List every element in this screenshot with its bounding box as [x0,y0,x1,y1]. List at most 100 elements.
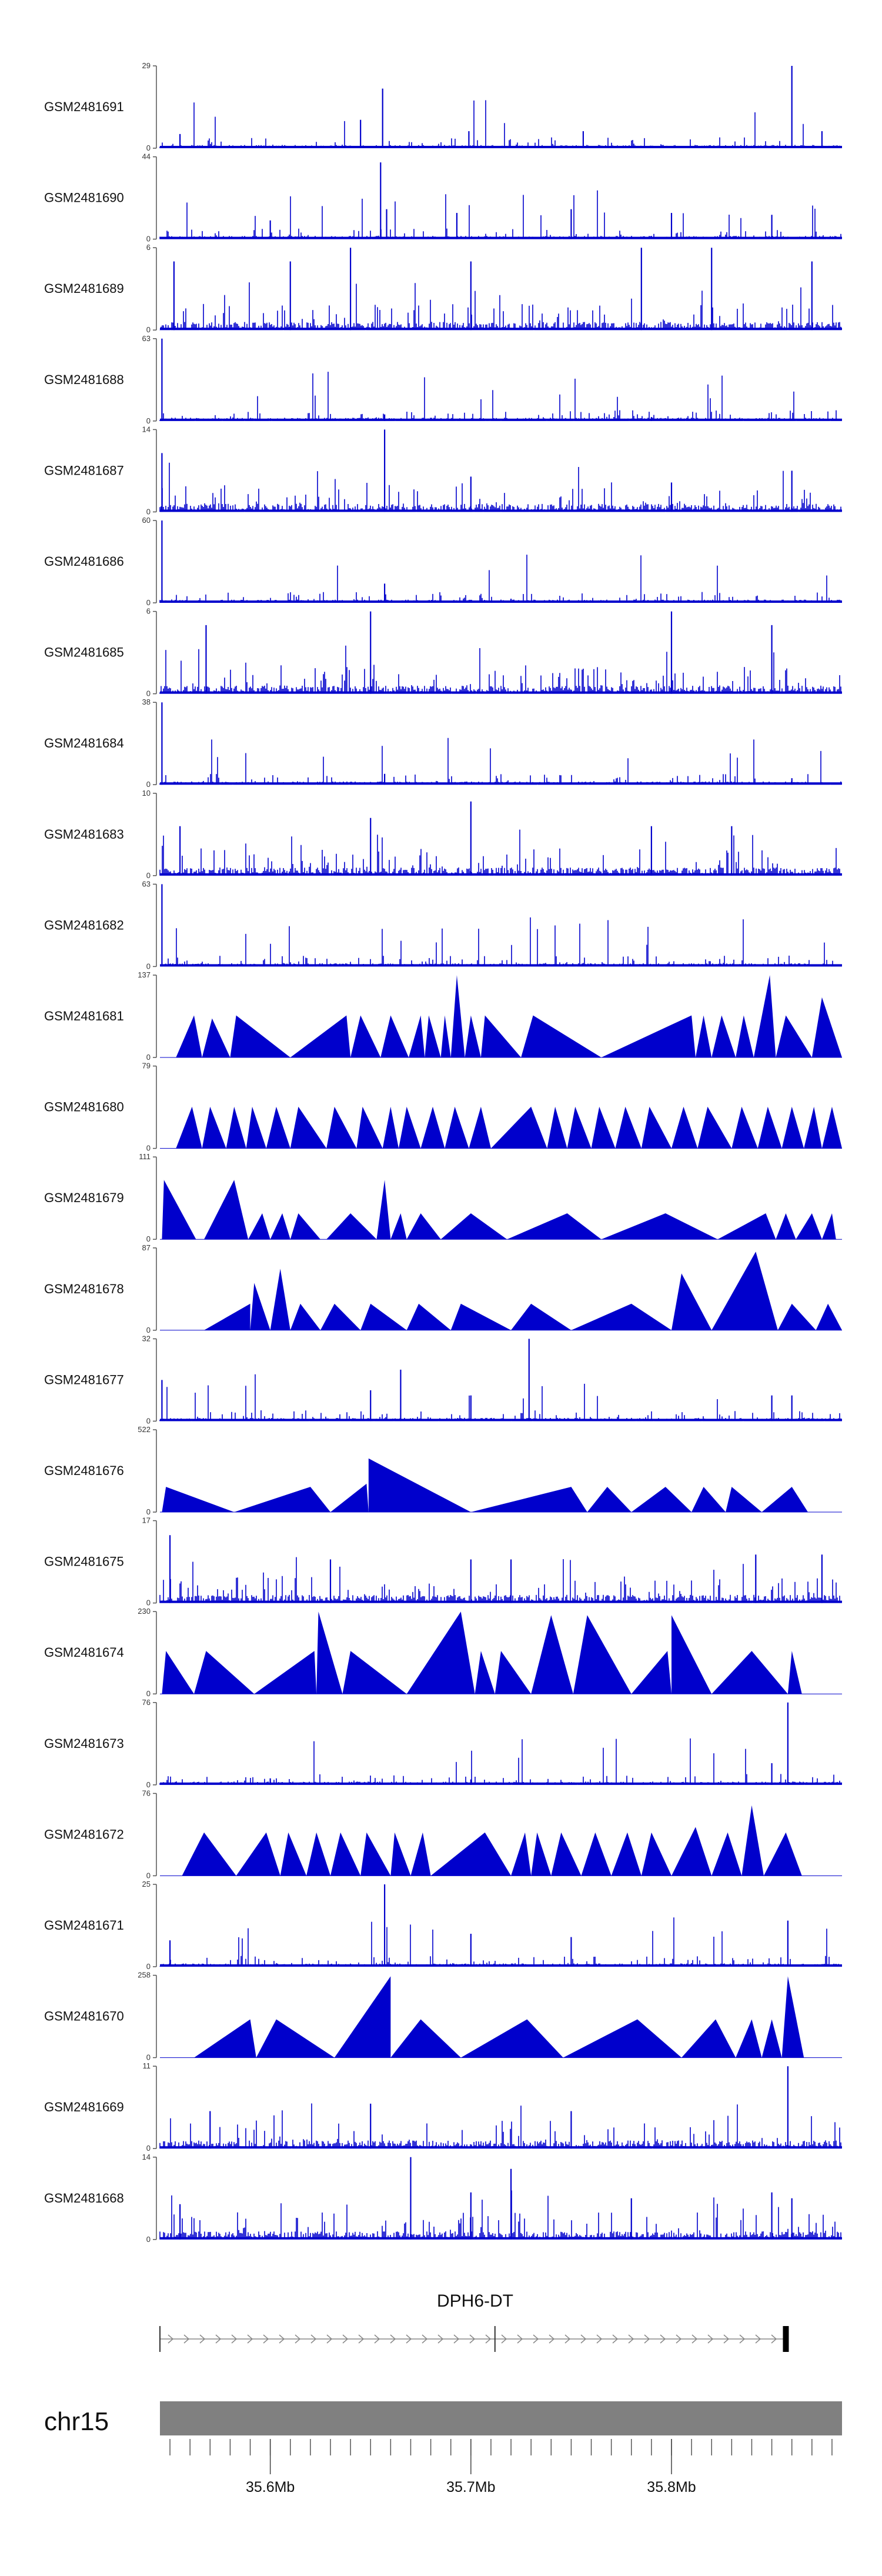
track-label: GSM2481689 [44,281,124,296]
baseline [160,236,842,239]
track-label: GSM2481679 [44,1190,124,1205]
strand-arrow [469,2334,476,2344]
track-label: GSM2481669 [44,2100,124,2114]
strand-arrow [676,2334,682,2344]
track-label: GSM2481680 [44,1100,124,1115]
chromosome-label: chr15 [44,2407,109,2436]
track-GSM2481677: GSM2481677 32 0 [44,1334,842,1425]
track-GSM2481686: GSM2481686 60 0 [44,516,842,607]
strand-arrow [422,2334,428,2344]
coverage-peak [330,1832,361,1876]
coverage-peak [816,1303,842,1330]
track-label: GSM2481675 [44,1554,124,1569]
coverage-signal [159,2103,841,2149]
track-GSM2481668: GSM2481668 14 0 [44,2153,842,2244]
track-GSM2481679: GSM2481679 111 0 [44,1152,842,1243]
coverage-peak [326,1106,357,1149]
track-GSM2481683: GSM2481683 10 0 [44,789,842,880]
y-max-label: 32 [142,1334,151,1343]
strand-arrow [374,2334,380,2344]
coverage-peak [641,1832,671,1876]
coverage-signal [159,100,841,148]
coverage-signal [159,462,841,512]
coverage-peak [581,1832,612,1876]
baseline [160,873,842,876]
track-GSM2481676: GSM2481676 522 0 [44,1425,842,1516]
coverage-peak [631,1487,692,1512]
coverage-peak [360,1832,391,1876]
coverage-peak [731,1106,758,1149]
coverage-signal [159,1738,841,1785]
coverage-peak [551,1832,582,1876]
coverage-signal [159,1917,841,1967]
coverage-peak [787,1651,802,1694]
coverage-peak [425,1015,441,1057]
strand-arrow [517,2334,523,2344]
strand-arrow [549,2334,555,2344]
track-label: GSM2481683 [44,827,124,842]
baseline [160,1600,842,1603]
coverage-peak [248,1213,270,1240]
coverage-peak [511,1303,572,1330]
track-label: GSM2481688 [44,372,124,387]
coverage-peak [571,1303,671,1330]
y-max-label: 6 [146,607,151,616]
coverage-peak [162,1487,235,1512]
coverage-peak [736,2019,762,2058]
strand-arrow [358,2334,365,2344]
track-GSM2481671: GSM2481671 25 0 [44,1880,842,1971]
gene-model [159,2326,789,2352]
y-min-label: 0 [146,1780,151,1789]
strand-arrow [406,2334,412,2344]
strand-arrow [279,2334,285,2344]
coverage-peak [360,1303,407,1330]
strand-arrow [691,2334,698,2344]
coverage-peak [376,1180,391,1240]
coverage-peak [290,1213,320,1240]
coverage-peak [270,1269,290,1330]
y-max-label: 230 [138,1607,151,1616]
y-min-label: 0 [146,962,151,970]
genomic-axis-ticks: 35.6Mb 35.7Mb 35.8Mb [169,2439,833,2495]
coverage-peak [326,1213,377,1240]
coverage-signal [159,372,841,421]
coverage-peak [615,1106,642,1149]
baseline [160,600,842,603]
track-GSM2481673: GSM2481673 76 0 [44,1698,842,1789]
strand-arrow [342,2334,349,2344]
y-max-label: 87 [142,1243,151,1252]
baseline [160,509,842,512]
coverage-peak [711,1832,742,1876]
y-min-label: 0 [146,1144,151,1153]
coverage-peak [465,1015,481,1057]
strand-arrow [437,2334,444,2344]
coverage-signal [159,738,841,785]
y-max-label: 258 [138,1971,151,1980]
coverage-peak [547,1106,567,1149]
coverage-peak [507,1213,602,1240]
coverage-peak [681,2019,736,2058]
y-min-label: 0 [146,780,151,789]
coverage-peak [711,1252,778,1330]
coverage-peak [671,1273,712,1330]
baseline [160,146,842,148]
coverage-peak [469,1106,491,1149]
chromosome-bar [160,2401,842,2435]
coverage-peak [717,1213,776,1240]
coverage-peak [776,1015,812,1057]
coverage-peak [226,1106,246,1149]
strand-arrow [326,2334,333,2344]
coverage-peak [290,1015,351,1057]
strand-arrow [612,2334,619,2344]
coverage-peak [440,1213,507,1240]
coverage-peak [445,1106,469,1149]
coverage-peak [761,1487,808,1512]
coverage-peak [511,1832,532,1876]
track-GSM2481669: GSM2481669 11 0 [44,2061,842,2153]
y-min-label: 0 [146,507,151,516]
coverage-signal [159,555,841,603]
y-max-label: 10 [142,789,151,798]
coverage-peak [368,1458,471,1512]
coverage-peak [531,1832,552,1876]
